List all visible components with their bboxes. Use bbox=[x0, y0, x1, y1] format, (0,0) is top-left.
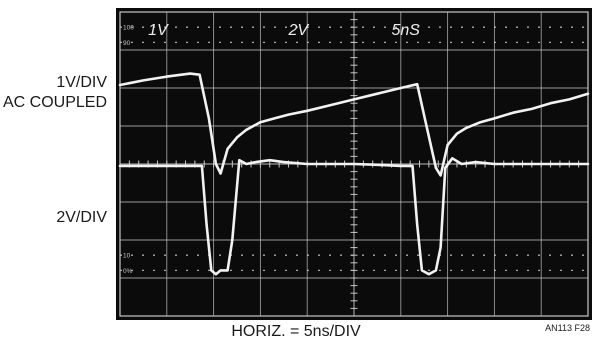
graticule-mark: 10 bbox=[123, 253, 131, 260]
channel1-coupling-text: AC COUPLED bbox=[2, 94, 107, 111]
channel1-scale-label: 1V/DIV AC COUPLED bbox=[3, 73, 107, 113]
channel2-scale-text: 2V/DIV bbox=[56, 209, 107, 226]
graticule-mark: 0% bbox=[123, 268, 133, 275]
figure-id: AN113 F28 bbox=[545, 323, 590, 333]
scope-readout: 1V bbox=[148, 22, 169, 39]
trace-channel-1 bbox=[118, 72, 590, 177]
trace-channel-2 bbox=[118, 157, 590, 276]
channel1-scale-text: 1V/DIV bbox=[56, 74, 107, 91]
scope-readouts: 1V 2V 5nS bbox=[148, 22, 420, 39]
graticule-marks: 100 90 10 0% bbox=[123, 25, 134, 275]
channel2-scale-label: 2V/DIV bbox=[56, 208, 107, 228]
graticule bbox=[119, 11, 589, 317]
graticule-mark: 100 bbox=[123, 25, 134, 32]
scope-traces bbox=[118, 72, 590, 276]
scope-readout: 2V bbox=[287, 22, 309, 39]
horizontal-scale-label: HORIZ. = 5ns/DIV bbox=[231, 323, 361, 340]
graticule-mark: 90 bbox=[123, 40, 131, 47]
oscilloscope-screen: 100 90 10 0% 1V 2V 5nS bbox=[116, 8, 592, 320]
scope-readout: 5nS bbox=[391, 22, 420, 39]
